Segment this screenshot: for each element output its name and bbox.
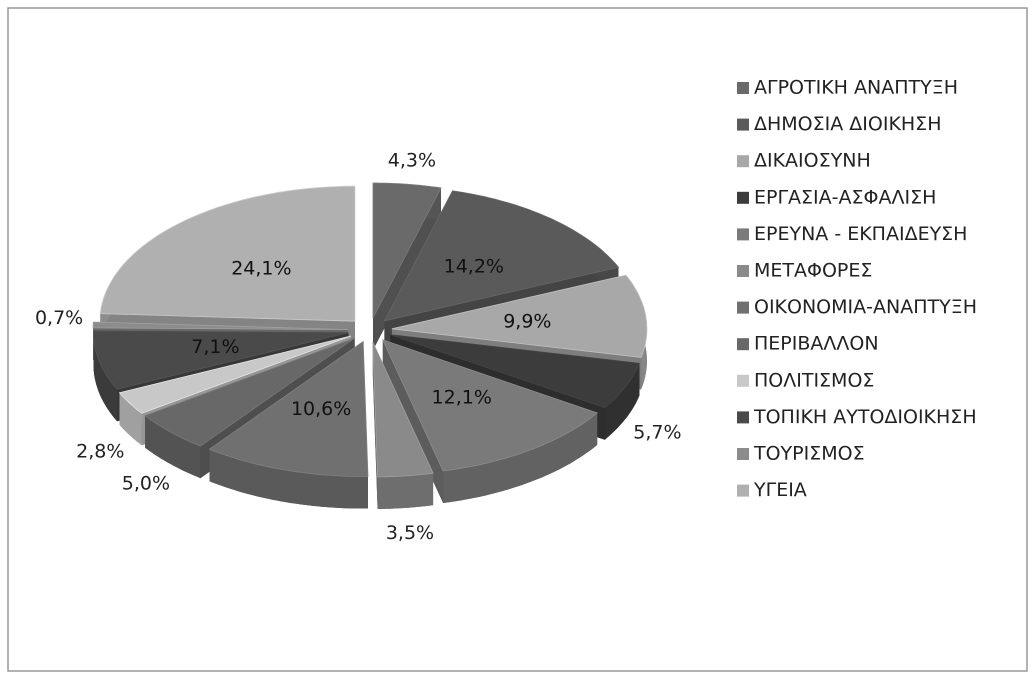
legend-label: ΔΙΚΑΙΟΣΥΝΗ	[754, 150, 871, 172]
slice-wall	[119, 392, 142, 446]
data-label: 5,7%	[633, 422, 681, 444]
legend-swatch	[737, 155, 749, 168]
legend-swatch	[737, 338, 749, 351]
pie-slice	[208, 340, 369, 477]
slice-side	[119, 336, 351, 425]
data-label: 14,2%	[444, 255, 504, 277]
data-label: 4,3%	[388, 149, 436, 171]
pie-slice-3d	[372, 341, 434, 509]
legend-label: ΜΕΤΑΦΟΡΕΣ	[754, 260, 872, 282]
pie-slice-3d	[208, 340, 369, 509]
data-label: 9,9%	[503, 310, 551, 332]
pie-slice	[372, 341, 434, 478]
data-label: 2,8%	[76, 441, 124, 463]
pie-slice	[390, 334, 641, 409]
data-label: 7,1%	[191, 336, 239, 358]
legend-label: ΟΙΚΟΝΟΜΙΑ-ΑΝΑΠΤΥΞΗ	[754, 296, 977, 318]
data-label: 5,0%	[122, 473, 170, 495]
legend-label: ΤΟΥΡΙΣΜΟΣ	[753, 443, 865, 465]
pie-slice	[144, 338, 355, 447]
pie-slice-3d	[382, 339, 599, 503]
legend-label: ΔΗΜΟΣΙΑ ΔΙΟΙΚΗΣΗ	[754, 113, 941, 135]
legend-swatch	[737, 484, 749, 497]
slice-wall	[209, 449, 368, 509]
data-label: 0,7%	[35, 307, 83, 329]
legend-label: ΕΡΕΥΝΑ - ΕΚΠΑΙΔΕΥΣΗ	[754, 223, 967, 245]
slice-wall	[93, 330, 118, 422]
legend-swatch	[737, 118, 749, 131]
legend-label: ΑΓΡΟΤΙΚΗ ΑΝΑΠΤΥΞΗ	[754, 77, 958, 99]
pie-slice	[118, 335, 352, 414]
legend-swatch	[737, 191, 749, 204]
slice-wall	[377, 473, 434, 509]
slice-wall	[443, 412, 598, 503]
pie-slice	[93, 330, 349, 390]
pie-slice	[383, 190, 620, 322]
data-label: 10,6%	[291, 398, 351, 420]
legend-label: ΥΓΕΙΑ	[753, 479, 807, 501]
data-label: 24,1%	[231, 258, 291, 280]
legend-label: ΠΟΛΙΤΙΣΜΟΣ	[754, 369, 874, 391]
slice-wall	[604, 363, 640, 440]
legend-swatch	[737, 411, 749, 424]
slice-wall	[145, 415, 201, 479]
legend-label: ΕΡΓΑΣΙΑ-ΑΣΦΑΛΙΣΗ	[754, 186, 936, 208]
pie-slice	[92, 321, 349, 330]
legend-label: ΤΟΠΙΚΗ ΑΥΤΟΔΙΟΙΚΗΣΗ	[753, 406, 977, 428]
legend-swatch	[737, 265, 749, 277]
pie-slice	[391, 274, 648, 358]
legend-label: ΠΕΡΙΒΑΛΛΟΝ	[754, 333, 879, 355]
pie-slice	[99, 185, 356, 322]
pie-slice	[382, 339, 599, 472]
legend-swatch	[737, 374, 749, 387]
pie-slice	[372, 182, 442, 319]
data-label: 3,5%	[386, 522, 434, 544]
legend-swatch	[737, 228, 749, 241]
data-label: 12,1%	[432, 387, 492, 409]
legend-swatch	[737, 448, 749, 460]
legend-swatch	[737, 301, 749, 314]
legend-swatch	[737, 82, 749, 94]
